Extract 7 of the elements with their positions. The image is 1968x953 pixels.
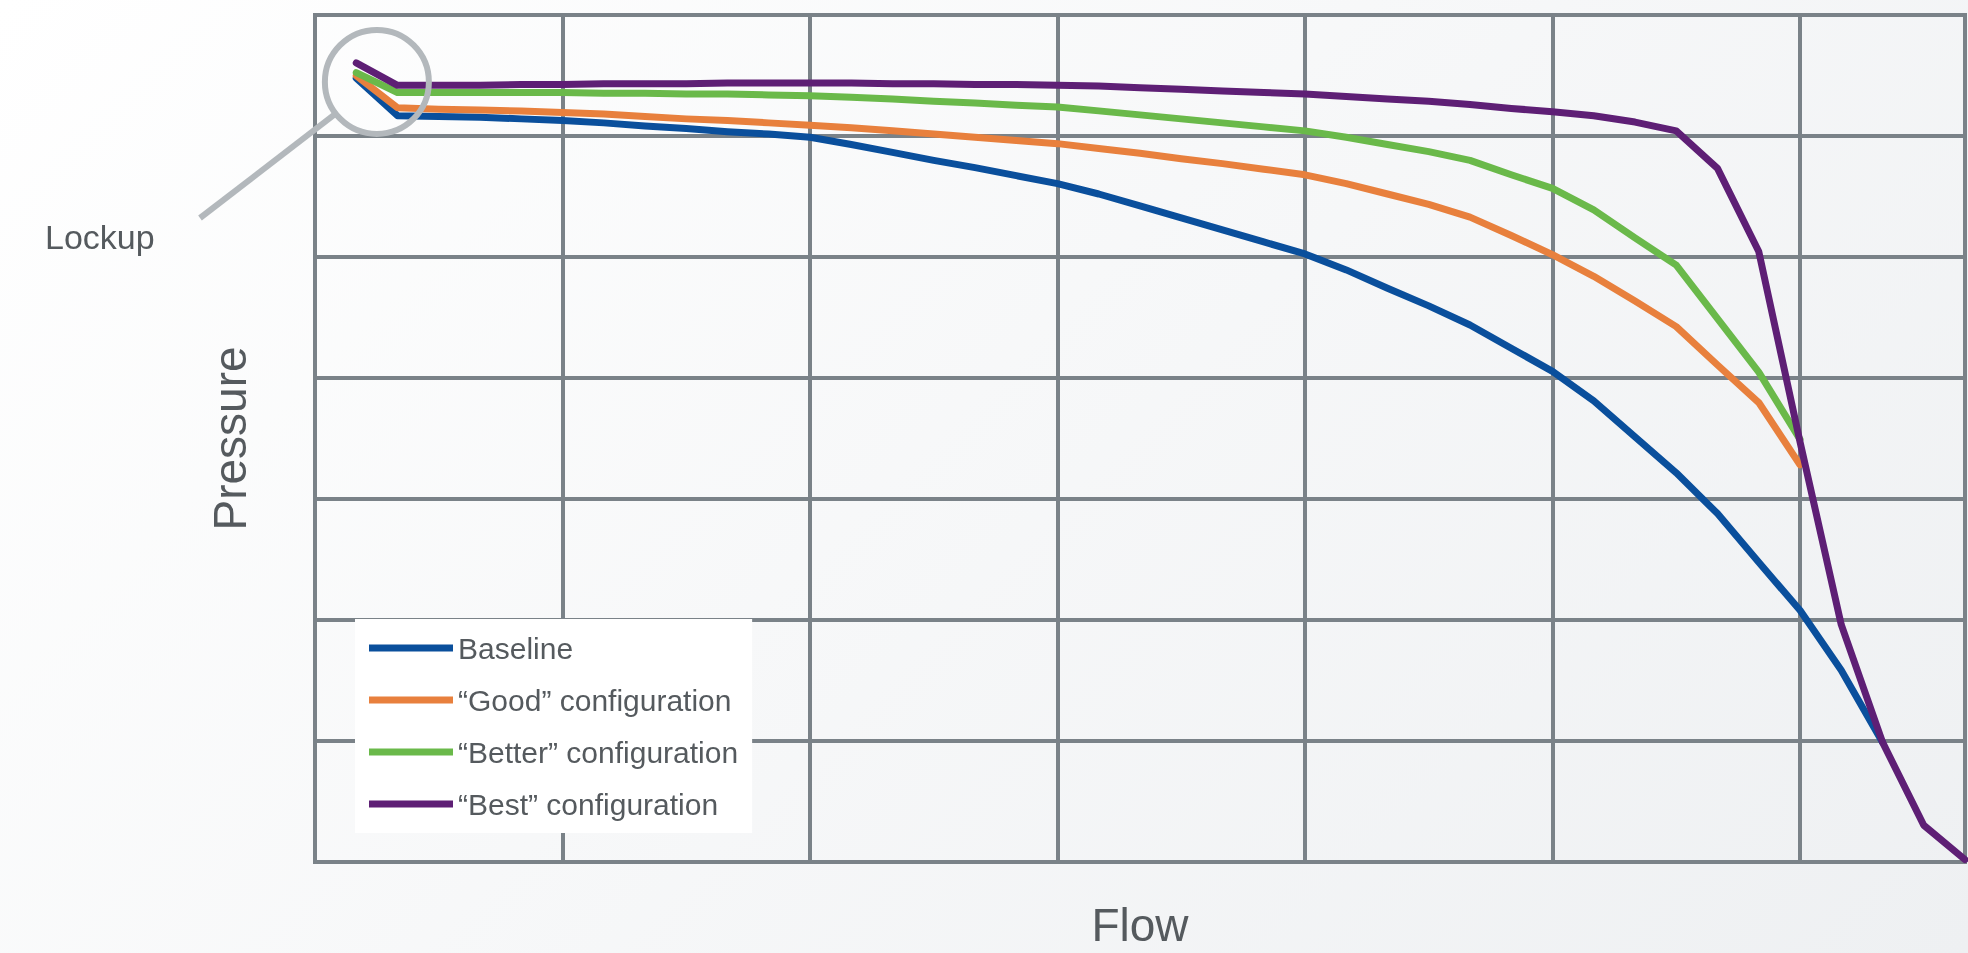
legend-label: Baseline xyxy=(458,631,574,665)
x-axis-title: Flow xyxy=(1091,899,1190,951)
text: Lockup xyxy=(45,218,155,257)
legend-label: “Better” configuration xyxy=(458,735,739,769)
legend-label: “Best” configuration xyxy=(458,787,719,821)
legend-label: “Good” configuration xyxy=(458,683,732,717)
y-axis-title: Pressure xyxy=(204,346,256,531)
